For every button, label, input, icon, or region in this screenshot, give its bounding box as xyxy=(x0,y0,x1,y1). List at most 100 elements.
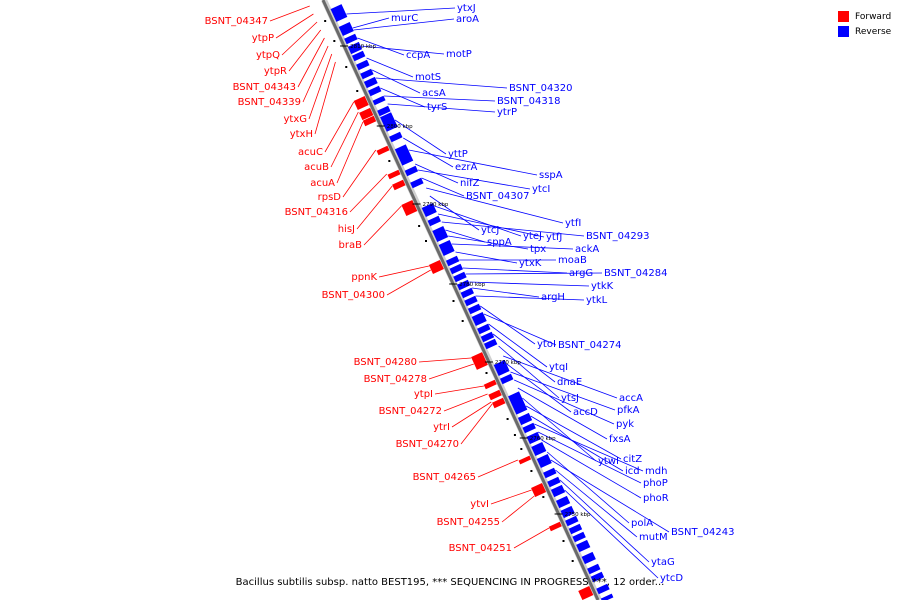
reverse-gene-block xyxy=(464,295,478,307)
reverse-gene-label: aroA xyxy=(456,14,479,25)
reverse-gene-label: phoR xyxy=(643,493,669,504)
forward-gene-label: ytpI xyxy=(414,389,433,400)
reverse-leader-line xyxy=(514,379,615,425)
forward-gene-block xyxy=(548,521,562,532)
forward-gene-block xyxy=(488,389,502,401)
forward-leader-line xyxy=(418,357,472,363)
reverse-leader-line xyxy=(353,18,455,31)
reverse-gene-block xyxy=(471,311,487,327)
reverse-gene-label: BSNT_04243 xyxy=(671,527,734,538)
forward-leader-line xyxy=(501,495,535,523)
reverse-gene-block xyxy=(460,287,474,299)
minor-feature-mark xyxy=(418,225,421,227)
scale-tick-label: 2750 kbp xyxy=(565,512,591,518)
scale-tick-label: 2770 kbp xyxy=(495,360,521,366)
reverse-gene-block xyxy=(526,431,541,445)
reverse-leader-line xyxy=(462,267,568,274)
minor-feature-mark xyxy=(530,470,533,472)
reverse-gene-label: ytaG xyxy=(651,557,675,568)
backbone-line xyxy=(321,0,600,600)
reverse-gene-block xyxy=(531,441,547,457)
reverse-gene-label: ytxK xyxy=(519,258,542,269)
minor-feature-mark xyxy=(425,240,427,242)
genome-backbone xyxy=(321,0,602,600)
reverse-gene-label: BSNT_04274 xyxy=(558,340,621,351)
reverse-gene-block xyxy=(360,68,374,80)
reverse-gene-label: BSNT_04284 xyxy=(604,268,667,279)
forward-gene-label: BSNT_04280 xyxy=(354,357,417,368)
scale-tick-label: 2790 kbp xyxy=(423,202,449,208)
reverse-gene-block xyxy=(363,76,378,89)
forward-leader-line xyxy=(324,101,355,153)
reverse-gene-block xyxy=(576,539,591,553)
legend-reverse: Reverse xyxy=(838,24,891,39)
reverse-leader-line xyxy=(559,479,650,563)
forward-gene-label: BSNT_04255 xyxy=(437,517,500,528)
reverse-leader-line xyxy=(383,95,496,102)
reverse-gene-block xyxy=(445,255,460,267)
reverse-gene-label: ytsJ xyxy=(561,393,579,404)
forward-gene-label: BSNT_04339 xyxy=(238,97,301,108)
reverse-gene-block xyxy=(517,412,533,426)
map-caption: Bacillus subtilis subsp. natto BEST195, … xyxy=(235,577,665,588)
forward-leader-line xyxy=(451,401,492,428)
reverse-gene-block xyxy=(404,165,419,177)
reverse-leader-line xyxy=(375,77,508,89)
reverse-leader-line xyxy=(537,431,642,484)
reverse-gene-block xyxy=(330,4,348,22)
reverse-gene-block xyxy=(449,263,463,275)
forward-gene-block xyxy=(353,95,369,111)
reverse-gene-block xyxy=(338,21,354,37)
forward-gene-label: ytpQ xyxy=(256,50,280,61)
minor-feature-mark xyxy=(356,90,359,92)
forward-gene-label: BSNT_04316 xyxy=(285,207,348,218)
reverse-leader-line xyxy=(525,405,622,460)
reverse-leader-line xyxy=(475,295,585,301)
reverse-gene-label: murC xyxy=(391,13,418,24)
reverse-leader-line xyxy=(555,469,638,538)
forward-leader-line xyxy=(275,13,314,39)
reverse-gene-block xyxy=(565,515,579,527)
reverse-leader-line xyxy=(469,281,590,287)
reverse-gene-block xyxy=(380,112,398,132)
forward-leader-line xyxy=(477,459,518,478)
reverse-gene-label: tyrS xyxy=(427,102,447,113)
reverse-gene-label: yteJ xyxy=(523,231,542,242)
reverse-leader-line xyxy=(483,313,557,346)
reverse-leader-line xyxy=(408,149,538,176)
forward-gene-block xyxy=(362,115,377,127)
reverse-gene-label: motP xyxy=(446,49,472,60)
reverse-gene-label: moaB xyxy=(558,255,587,266)
reverse-leader-line xyxy=(346,7,456,15)
reverse-gene-block xyxy=(427,215,441,227)
reverse-leader-line xyxy=(498,345,560,399)
reverse-leader-line xyxy=(445,229,486,243)
reverse-gene-label: BSNT_04293 xyxy=(586,231,649,242)
reverse-gene-label: accD xyxy=(573,407,598,418)
reverse-gene-block xyxy=(500,373,514,385)
reverse-leader-line xyxy=(437,213,545,238)
reverse-leader-line xyxy=(550,459,670,533)
forward-gene-block xyxy=(428,259,444,275)
reverse-leader-line xyxy=(480,305,536,345)
forward-gene-label: BSNT_04343 xyxy=(233,82,296,93)
legend: Forward Reverse xyxy=(838,9,891,39)
reverse-gene-block xyxy=(344,33,358,45)
scale-tick-label: 2760 kbp xyxy=(530,436,556,442)
reverse-gene-label: ccpA xyxy=(406,50,430,61)
reverse-leader-line xyxy=(394,119,447,155)
reverse-gene-label: yttP xyxy=(448,149,468,160)
reverse-gene-block xyxy=(389,131,403,143)
minor-feature-mark xyxy=(513,434,516,436)
reverse-gene-label: ytwI xyxy=(598,456,619,467)
reverse-leader-line xyxy=(455,251,518,264)
reverse-gene-label: ytcI xyxy=(532,184,550,195)
forward-leader-line xyxy=(443,393,488,412)
scale-tick-label: 2810 kbp xyxy=(350,44,376,50)
reverse-leader-line xyxy=(564,489,659,579)
reverse-leader-line xyxy=(441,221,585,237)
reverse-leader-line xyxy=(530,415,624,472)
legend-reverse-label: Reverse xyxy=(855,26,892,37)
reverse-gene-block xyxy=(522,422,536,434)
forward-gene-label: ytrI xyxy=(433,422,450,433)
